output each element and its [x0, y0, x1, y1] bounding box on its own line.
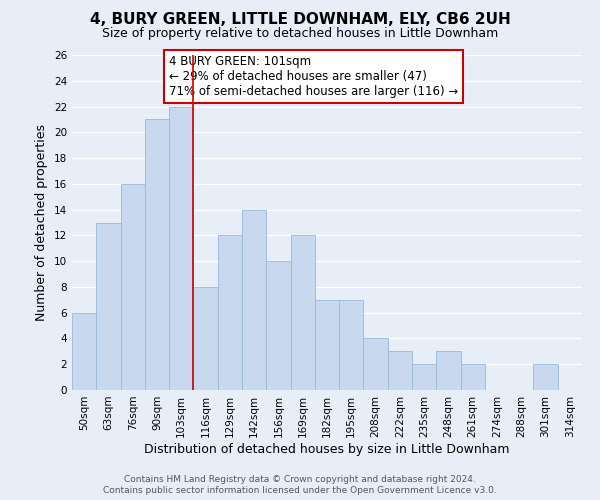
Text: Contains HM Land Registry data © Crown copyright and database right 2024.: Contains HM Land Registry data © Crown c… — [124, 475, 476, 484]
X-axis label: Distribution of detached houses by size in Little Downham: Distribution of detached houses by size … — [144, 442, 510, 456]
Bar — [145, 120, 169, 390]
Text: 4, BURY GREEN, LITTLE DOWNHAM, ELY, CB6 2UH: 4, BURY GREEN, LITTLE DOWNHAM, ELY, CB6 … — [89, 12, 511, 28]
Bar — [461, 364, 485, 390]
Bar — [121, 184, 145, 390]
Bar — [290, 236, 315, 390]
Text: Contains public sector information licensed under the Open Government Licence v3: Contains public sector information licen… — [103, 486, 497, 495]
Bar — [339, 300, 364, 390]
Bar — [218, 236, 242, 390]
Bar — [242, 210, 266, 390]
Bar — [266, 261, 290, 390]
Bar — [533, 364, 558, 390]
Bar — [436, 352, 461, 390]
Bar — [412, 364, 436, 390]
Bar — [364, 338, 388, 390]
Bar — [72, 312, 96, 390]
Y-axis label: Number of detached properties: Number of detached properties — [35, 124, 49, 321]
Bar — [388, 352, 412, 390]
Bar — [169, 106, 193, 390]
Bar — [315, 300, 339, 390]
Bar — [193, 287, 218, 390]
Text: Size of property relative to detached houses in Little Downham: Size of property relative to detached ho… — [102, 28, 498, 40]
Bar — [96, 222, 121, 390]
Text: 4 BURY GREEN: 101sqm
← 29% of detached houses are smaller (47)
71% of semi-detac: 4 BURY GREEN: 101sqm ← 29% of detached h… — [169, 55, 458, 98]
